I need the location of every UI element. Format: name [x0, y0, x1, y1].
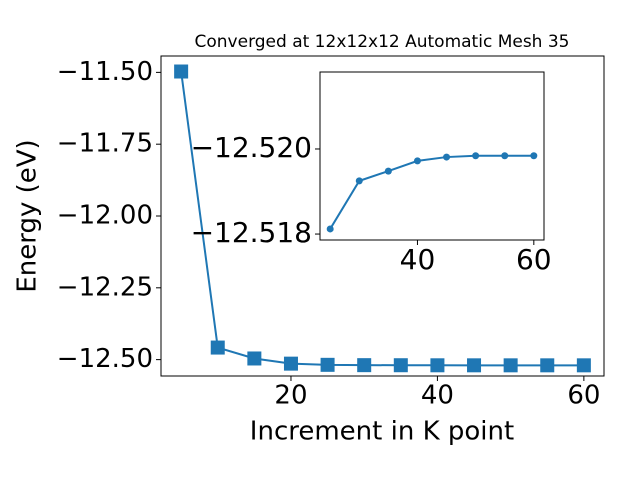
marker — [413, 157, 421, 165]
y-tick-label: −12.520 — [191, 131, 312, 164]
marker — [320, 357, 335, 372]
marker — [540, 358, 555, 373]
y-tick-label: −12.25 — [57, 272, 153, 302]
marker — [503, 358, 518, 373]
y-tick-label: −11.50 — [57, 57, 153, 87]
chart-title: Converged at 12x12x12 Automatic Mesh 35 — [195, 32, 570, 52]
marker — [530, 152, 538, 160]
marker — [501, 152, 509, 160]
x-tick-label: 20 — [274, 381, 307, 411]
series-line — [329, 154, 534, 230]
x-tick-label: 60 — [567, 381, 600, 411]
marker — [443, 153, 451, 161]
marker — [384, 167, 392, 175]
y-tick-label: −11.75 — [57, 129, 153, 159]
y-tick-label: −12.518 — [191, 216, 312, 249]
marker — [393, 358, 408, 373]
x-axis-label: Increment in K point — [250, 417, 514, 447]
marker — [430, 358, 445, 373]
marker — [326, 225, 334, 233]
marker — [174, 64, 189, 79]
marker — [283, 356, 298, 371]
marker — [472, 152, 480, 160]
y-axis-label: Energy (eV) — [13, 139, 43, 292]
y-tick-label: −12.00 — [57, 201, 153, 231]
x-tick-label: 60 — [516, 243, 552, 276]
x-tick-label: 40 — [421, 381, 454, 411]
marker — [467, 358, 482, 373]
marker — [210, 340, 225, 355]
x-tick-label: 40 — [400, 243, 436, 276]
marker — [576, 358, 591, 373]
marker — [247, 351, 262, 366]
marker — [355, 177, 363, 185]
y-tick-label: −12.50 — [57, 344, 153, 374]
marker — [357, 358, 372, 373]
